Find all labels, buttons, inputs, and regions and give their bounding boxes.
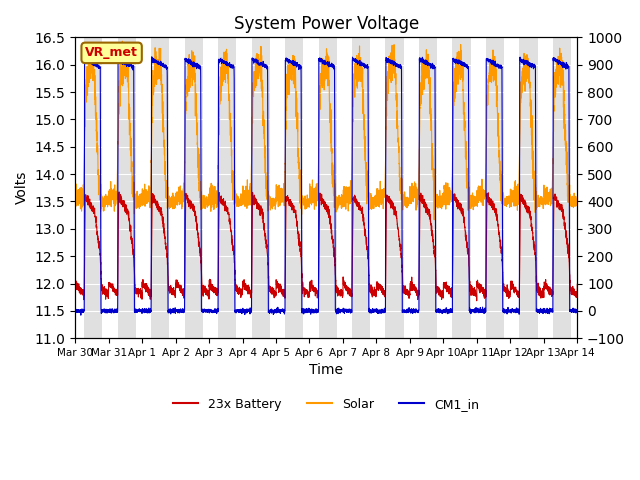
Bar — [285, 37, 303, 338]
23x Battery — [115, 189, 123, 195]
Bar — [118, 37, 136, 338]
CM1_in — [573, 307, 580, 312]
Solar — [71, 193, 79, 199]
Line: 23x Battery: 23x Battery — [75, 192, 577, 301]
CM1_in — [411, 308, 419, 314]
23x Battery — [473, 298, 481, 304]
Solar — [118, 38, 126, 44]
Bar — [486, 37, 504, 338]
Bar — [252, 37, 269, 338]
Bar — [84, 37, 102, 338]
Bar — [218, 37, 236, 338]
Bar — [553, 37, 571, 338]
23x Battery — [71, 279, 79, 285]
CM1_in — [81, 54, 88, 60]
Solar — [411, 195, 419, 201]
23x Battery — [162, 240, 170, 246]
Y-axis label: Volts: Volts — [15, 171, 29, 204]
23x Battery — [573, 281, 581, 287]
Bar — [452, 37, 470, 338]
CM1_in — [438, 310, 446, 316]
Line: CM1_in: CM1_in — [75, 57, 577, 315]
CM1_in — [77, 312, 84, 318]
Line: Solar: Solar — [75, 41, 577, 220]
Bar — [385, 37, 404, 338]
CM1_in — [467, 307, 475, 312]
Bar — [352, 37, 370, 338]
Solar — [438, 200, 446, 206]
Bar — [419, 37, 437, 338]
CM1_in — [71, 308, 79, 313]
Bar — [319, 37, 337, 338]
23x Battery — [573, 289, 580, 295]
23x Battery — [438, 290, 446, 296]
Solar — [467, 199, 475, 205]
Solar — [430, 217, 438, 223]
CM1_in — [162, 63, 170, 69]
Solar — [162, 173, 170, 179]
CM1_in — [573, 309, 581, 315]
X-axis label: Time: Time — [309, 363, 343, 377]
Solar — [573, 197, 581, 203]
23x Battery — [411, 288, 419, 294]
Bar — [520, 37, 538, 338]
Bar — [151, 37, 170, 338]
CM1_in — [307, 309, 315, 315]
Solar — [573, 199, 580, 204]
Solar — [307, 200, 315, 205]
23x Battery — [307, 281, 315, 287]
Title: System Power Voltage: System Power Voltage — [234, 15, 419, 33]
Bar — [185, 37, 203, 338]
23x Battery — [467, 286, 475, 292]
Legend: 23x Battery, Solar, CM1_in: 23x Battery, Solar, CM1_in — [168, 393, 484, 416]
Text: VR_met: VR_met — [85, 47, 138, 60]
